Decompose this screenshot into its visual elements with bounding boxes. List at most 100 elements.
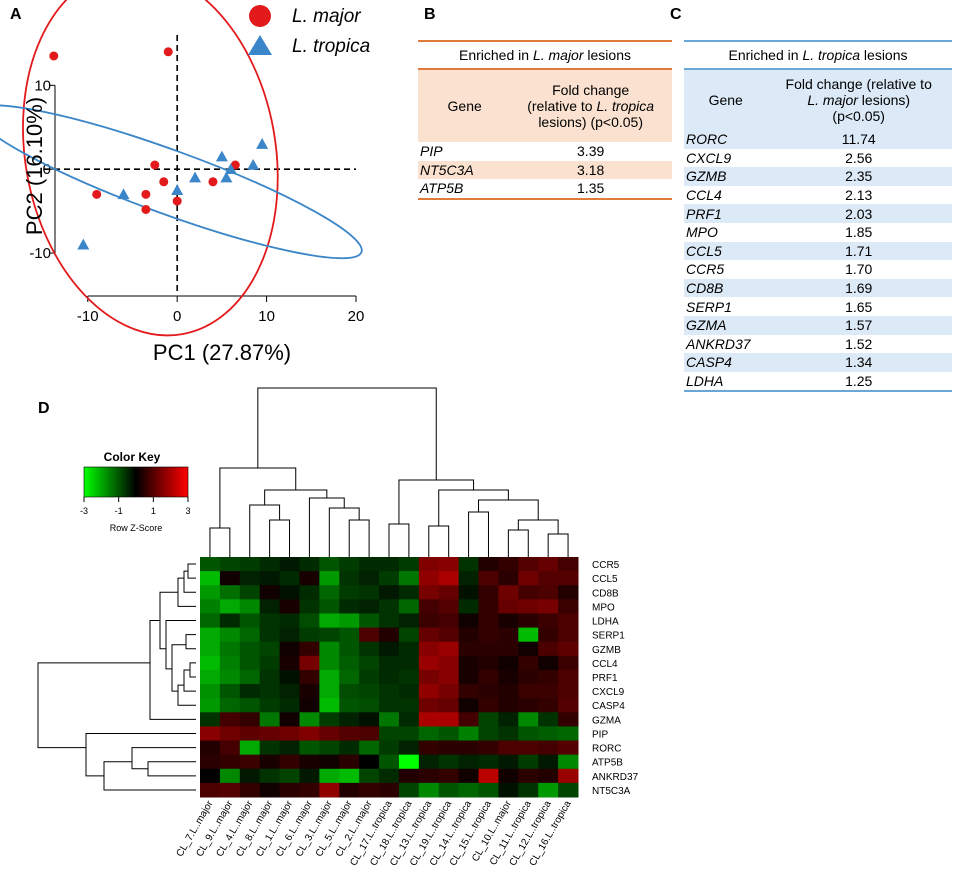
heatmap-cell bbox=[379, 698, 400, 713]
heatmap-cell bbox=[379, 557, 400, 572]
heatmap-cell bbox=[279, 599, 300, 614]
row-label: CCR5 bbox=[592, 560, 620, 571]
col-gene: Gene bbox=[708, 92, 743, 108]
dendrogram-link bbox=[478, 499, 539, 520]
fc-line2-species: L. major bbox=[807, 92, 858, 108]
heatmap-cell bbox=[259, 655, 281, 671]
table-lmajor-enriched: Enriched in L. major lesions Gene Fold c… bbox=[418, 40, 672, 200]
heatmap-cell bbox=[498, 669, 519, 685]
heatmap-cell bbox=[558, 557, 579, 572]
heatmap-cell bbox=[518, 768, 539, 784]
fc-line2: (relative to L. tropica bbox=[509, 98, 672, 114]
heatmap-cell bbox=[558, 740, 579, 756]
heatmap-cell bbox=[339, 641, 360, 657]
heatmap-cell bbox=[279, 740, 300, 756]
dendrogram-link bbox=[37, 662, 150, 749]
heatmap-cell bbox=[538, 669, 559, 685]
dendrogram-link bbox=[171, 644, 186, 692]
heatmap-cell bbox=[518, 754, 539, 770]
heatmap-cell bbox=[458, 557, 480, 572]
heatmap-cell bbox=[259, 712, 281, 727]
heatmap-cell bbox=[458, 627, 480, 643]
dendrogram-link bbox=[85, 732, 196, 777]
heatmap-cell bbox=[239, 698, 261, 713]
heatmap-cell bbox=[339, 698, 360, 713]
heatmap-cell bbox=[200, 768, 221, 784]
heatmap-cell bbox=[558, 782, 579, 798]
pca-point-major bbox=[141, 189, 151, 199]
heatmap-cell bbox=[239, 613, 261, 629]
heatmap-cell bbox=[418, 754, 440, 770]
heatmap-cell bbox=[259, 669, 281, 685]
dendrogram-link bbox=[428, 525, 450, 557]
title-prefix: Enriched in bbox=[459, 47, 533, 63]
heatmap-cell bbox=[219, 726, 241, 742]
heatmap-cell bbox=[418, 627, 440, 643]
dendrogram-link bbox=[249, 504, 281, 557]
heatmap-cell bbox=[379, 585, 400, 600]
heatmap-cell bbox=[319, 754, 340, 770]
heatmap-cell bbox=[299, 712, 320, 727]
heatmap-cell bbox=[418, 684, 440, 699]
dendrogram-link bbox=[438, 489, 509, 526]
heatmap-cell bbox=[418, 768, 440, 784]
heatmap-cell bbox=[200, 585, 221, 600]
pca-ytick-label: -10 bbox=[29, 245, 51, 262]
heatmap-cell bbox=[438, 669, 460, 685]
dendrogram-link bbox=[388, 523, 410, 557]
heatmap-cell bbox=[219, 599, 241, 614]
heatmap-cell bbox=[478, 698, 499, 713]
heatmap-cell bbox=[239, 571, 261, 586]
heatmap-cell bbox=[558, 627, 579, 643]
heatmap-cell bbox=[279, 557, 300, 572]
fold-change-cell: 1.35 bbox=[577, 180, 605, 197]
heatmap-cell bbox=[498, 585, 519, 600]
heatmap-cell bbox=[558, 585, 579, 600]
heatmap-cell bbox=[319, 585, 340, 600]
pca-chart: -10 0 10 20 -10 0 10 L. major L. tropica PC1 (2… bbox=[0, 0, 370, 365]
heatmap-cell bbox=[339, 726, 360, 742]
panel-label-b: B bbox=[424, 6, 436, 23]
dendrogram-link bbox=[264, 489, 328, 505]
heatmap-cell bbox=[359, 726, 380, 742]
gene-cell: CD8B bbox=[686, 280, 724, 297]
legend-label: L. tropica bbox=[292, 36, 370, 57]
heatmap-cell bbox=[299, 726, 320, 742]
heatmap-cell bbox=[398, 613, 420, 629]
dendrogram-link bbox=[468, 511, 489, 557]
heatmap-cell bbox=[379, 627, 400, 643]
heatmap-cell bbox=[458, 754, 480, 770]
heatmap-cell bbox=[279, 698, 300, 713]
heatmap-cell bbox=[498, 726, 519, 742]
color-key-title: Color Key bbox=[104, 450, 161, 464]
heatmap-cell bbox=[478, 613, 499, 629]
column-label: CL_16.L..tropica bbox=[527, 799, 573, 868]
color-key-gradient bbox=[83, 466, 189, 498]
gene-cell: GZMB bbox=[686, 168, 727, 185]
heatmap-cell bbox=[379, 754, 400, 770]
table-ltropica-enriched: Enriched in L. tropica lesions Gene Fold… bbox=[684, 40, 952, 393]
heatmap-cell bbox=[219, 669, 241, 685]
heatmap-cell bbox=[458, 585, 480, 600]
heatmap-cell bbox=[319, 740, 340, 756]
heatmap-cell bbox=[478, 655, 499, 671]
heatmap-cell bbox=[279, 613, 300, 629]
heatmap-cell bbox=[319, 571, 340, 586]
color-key-tick-label: -3 bbox=[80, 506, 88, 516]
heatmap-cell bbox=[299, 754, 320, 770]
dendrogram-link bbox=[187, 563, 196, 579]
heatmap-cell bbox=[259, 641, 281, 657]
gene-cell: MPO bbox=[686, 224, 718, 241]
row-label: CCL4 bbox=[592, 659, 618, 670]
dendrogram-link bbox=[328, 507, 360, 557]
heatmap-cell bbox=[478, 641, 499, 657]
column-label: CL_17.L..tropica bbox=[348, 799, 394, 868]
heatmap-cell bbox=[239, 599, 261, 614]
heatmap-cell bbox=[398, 585, 420, 600]
heatmap-cell bbox=[538, 655, 559, 671]
heatmap-cell bbox=[239, 557, 261, 572]
pca-points bbox=[49, 47, 269, 250]
heatmap-cell bbox=[398, 669, 420, 685]
column-label: CL_18.L..tropica bbox=[368, 799, 414, 868]
heatmap-cell bbox=[259, 599, 281, 614]
